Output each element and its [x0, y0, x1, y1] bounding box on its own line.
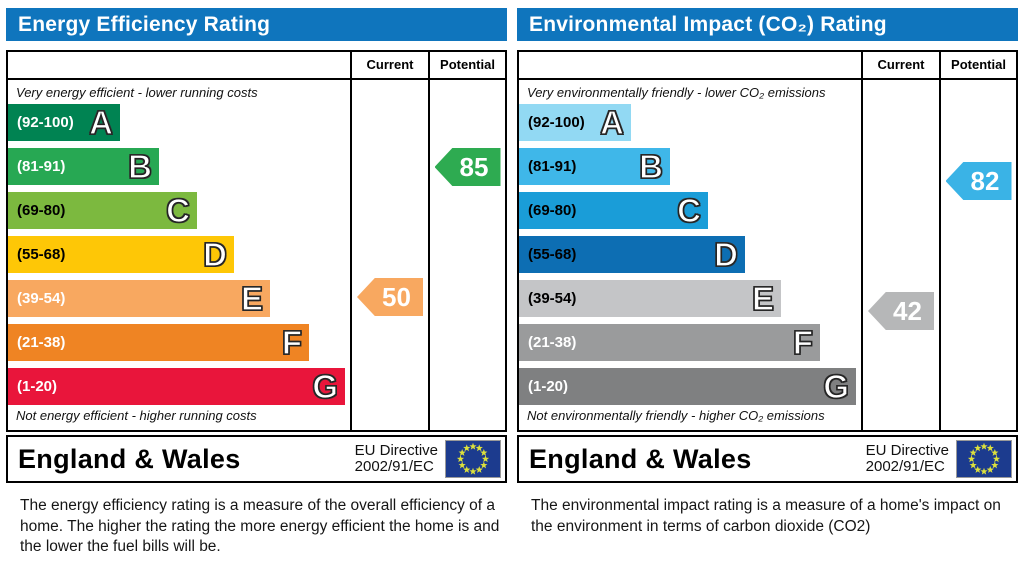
energy-bands-area: Very energy efficient - lower running co… [8, 80, 350, 430]
band-letter: D [203, 235, 228, 273]
band-letter: C [166, 191, 191, 229]
energy-potential-cell: 85 [428, 80, 505, 430]
band-range-label: (92-100) [528, 114, 585, 131]
band-range-label: (92-100) [17, 114, 74, 131]
band-range-label: (1-20) [17, 378, 58, 395]
environment-potential-column-header: Potential [939, 52, 1016, 80]
environment-title-bar: Environmental Impact (CO₂) Rating [517, 8, 1018, 41]
environment-panel-title: Environmental Impact (CO₂) Rating [529, 13, 887, 36]
band-range-label: (21-38) [17, 334, 66, 351]
eu-flag-icon [956, 440, 1012, 478]
band-d: (55-68) D [519, 235, 745, 274]
environment-bands-area: Very environmentally friendly - lower CO… [519, 80, 861, 430]
band-g: (1-20) G [519, 367, 856, 406]
band-letter: C [677, 191, 702, 229]
band-letter: B [128, 147, 153, 185]
band-f: (21-38) F [8, 323, 309, 362]
band-letter: G [312, 367, 339, 405]
energy-footer: England & Wales EU Directive 2002/91/EC [6, 435, 507, 483]
energy-current-cell: 50 [350, 80, 428, 430]
band-a: (92-100) A [8, 103, 120, 142]
band-d: (55-68) D [8, 235, 234, 274]
environment-footer: England & Wales EU Directive 2002/91/EC [517, 435, 1018, 483]
environment-potential-cell: 82 [939, 80, 1016, 430]
band-c: (69-80) C [8, 191, 197, 230]
energy-band-list: (92-100) A (81-91) B (69-80) C (55-68) D (39-54)… [8, 103, 350, 406]
band-letter: F [281, 323, 302, 361]
environment-current-cell: 42 [861, 80, 939, 430]
band-letter: D [714, 235, 739, 273]
band-letter: E [751, 279, 774, 317]
energy-bottom-note: Not energy efficient - higher running co… [16, 408, 257, 423]
environmental-impact-panel: Environmental Impact (CO₂) Rating Curren… [517, 8, 1018, 537]
band-range-label: (69-80) [17, 202, 66, 219]
band-range-label: (21-38) [528, 334, 577, 351]
band-e: (39-54) E [8, 279, 270, 318]
band-letter: A [89, 103, 114, 141]
band-e: (39-54) E [519, 279, 781, 318]
band-letter: B [639, 147, 664, 185]
energy-description: The energy efficiency rating is a measur… [20, 497, 500, 556]
band-range-label: (81-91) [17, 158, 66, 175]
energy-title-bar: Energy Efficiency Rating [6, 8, 507, 41]
band-c: (69-80) C [519, 191, 708, 230]
band-a: (92-100) A [519, 103, 631, 142]
band-range-label: (55-68) [528, 246, 577, 263]
environment-chart: Current Potential Very environmentally f… [517, 50, 1018, 432]
energy-current-rating-arrow: 50 [357, 278, 423, 316]
environment-description: The environmental impact rating is a mea… [531, 497, 1001, 535]
environment-bottom-note: Not environmentally friendly - higher CO… [527, 408, 825, 423]
energy-potential-column-header: Potential [428, 52, 505, 80]
environment-eu-directive-label: EU Directive 2002/91/EC [865, 441, 949, 475]
energy-region-label: England & Wales [18, 443, 241, 474]
environment-region-label: England & Wales [529, 443, 752, 474]
environment-top-note: Very environmentally friendly - lower CO… [527, 85, 826, 100]
environment-band-list: (92-100) A (81-91) B (69-80) C (55-68) D (39-54)… [519, 103, 861, 406]
energy-efficiency-panel: Energy Efficiency Rating Current Potenti… [6, 8, 507, 558]
environment-potential-rating-arrow: 82 [945, 162, 1012, 200]
band-range-label: (81-91) [528, 158, 577, 175]
eu-flag-icon [445, 440, 501, 478]
band-f: (21-38) F [519, 323, 820, 362]
energy-potential-rating-arrow: 85 [434, 148, 501, 186]
energy-band-column-header [8, 52, 350, 80]
band-range-label: (69-80) [528, 202, 577, 219]
environment-band-column-header [519, 52, 861, 80]
energy-panel-title: Energy Efficiency Rating [18, 13, 271, 36]
environment-current-column-header: Current [861, 52, 939, 80]
band-range-label: (55-68) [17, 246, 66, 263]
band-letter: G [823, 367, 850, 405]
band-letter: A [600, 103, 625, 141]
energy-chart: Current Potential Very energy efficient … [6, 50, 507, 432]
environment-current-rating-arrow: 42 [868, 292, 934, 330]
band-range-label: (39-54) [17, 290, 66, 307]
energy-current-column-header: Current [350, 52, 428, 80]
band-b: (81-91) B [8, 147, 159, 186]
band-b: (81-91) B [519, 147, 670, 186]
band-letter: F [792, 323, 813, 361]
energy-top-note: Very energy efficient - lower running co… [16, 85, 258, 100]
band-letter: E [240, 279, 263, 317]
band-range-label: (1-20) [528, 378, 569, 395]
band-g: (1-20) G [8, 367, 345, 406]
energy-eu-directive-label: EU Directive 2002/91/EC [354, 441, 438, 475]
band-range-label: (39-54) [528, 290, 577, 307]
